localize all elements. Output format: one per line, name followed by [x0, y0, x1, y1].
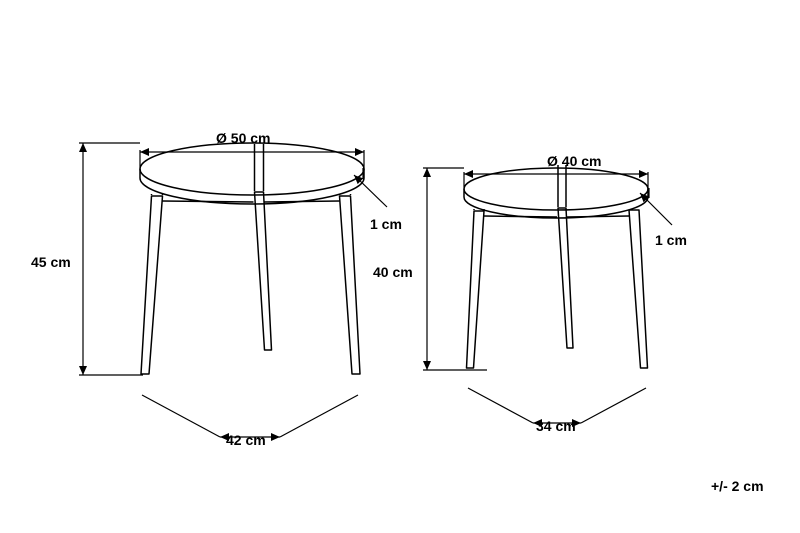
- tolerance-label: +/- 2 cm: [711, 478, 764, 494]
- small-diameter-label: Ø 40 cm: [547, 153, 601, 169]
- small-height-label: 40 cm: [373, 264, 413, 280]
- small-legspan-label: 34 cm: [536, 418, 576, 434]
- diagram-canvas: 45 cm Ø 50 cm 1 cm 42 cm 40 cm Ø 40 cm 1…: [0, 0, 800, 533]
- large-thickness-label: 1 cm: [370, 216, 402, 232]
- large-height-label: 45 cm: [31, 254, 71, 270]
- large-legspan-label: 42 cm: [226, 432, 266, 448]
- large-diameter-label: Ø 50 cm: [216, 130, 270, 146]
- small-thickness-label: 1 cm: [655, 232, 687, 248]
